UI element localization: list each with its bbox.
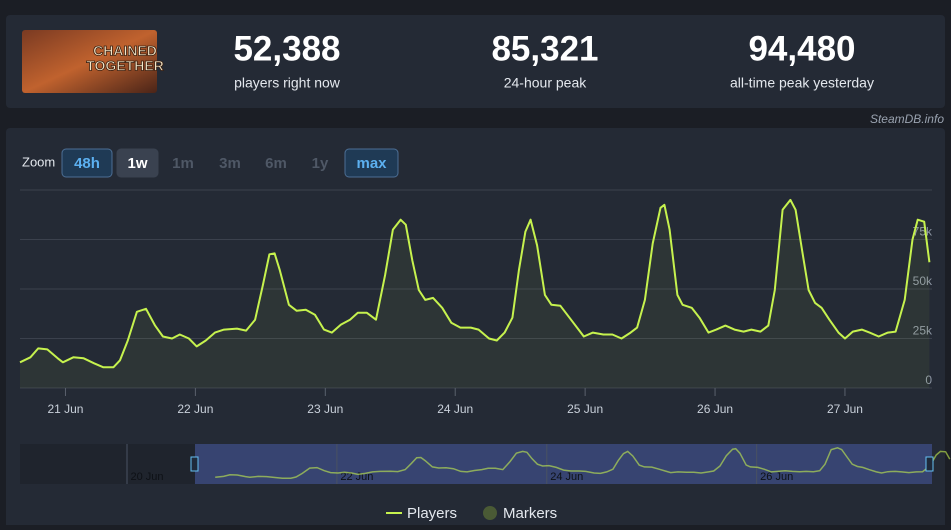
- navigator-line: [215, 447, 951, 479]
- zoom-button-label[interactable]: 3m: [219, 155, 241, 172]
- zoom-button[interactable]: [61, 148, 113, 178]
- navigator-handle[interactable]: [190, 456, 199, 472]
- zoom-button-label[interactable]: 6m: [265, 155, 287, 172]
- x-tick-label: 23 Jun: [307, 402, 343, 416]
- stat-value: 52,388: [233, 29, 340, 68]
- stat-label: 24-hour peak: [504, 75, 588, 91]
- x-tick-label: 27 Jun: [827, 402, 863, 416]
- y-tick-label: 0: [925, 373, 932, 387]
- navigator-handle[interactable]: [925, 456, 934, 472]
- area: [20, 199, 930, 388]
- logo-text: CHAINED: [93, 43, 157, 59]
- x-tick-label: 24 Jun: [437, 402, 473, 416]
- line: [19, 198, 931, 369]
- x-tick-label: 21 Jun: [47, 402, 83, 416]
- zoom-button[interactable]: [116, 148, 159, 178]
- stat-label: all-time peak yesterday: [730, 75, 874, 91]
- zoom-button-label[interactable]: 1m: [172, 155, 194, 172]
- navigator-selection[interactable]: [195, 444, 932, 484]
- game-image: [22, 30, 157, 93]
- y-tick-label: 25k: [913, 324, 933, 338]
- zoom-button-label[interactable]: 1w: [127, 155, 147, 172]
- legend-label[interactable]: Players: [407, 505, 457, 522]
- y-tick-label: 75k: [913, 225, 933, 239]
- zoom-button-label[interactable]: max: [356, 155, 387, 172]
- x-tick-label: 25 Jun: [567, 402, 603, 416]
- x-tick-label: 26 Jun: [697, 402, 733, 416]
- zoom-button[interactable]: [344, 148, 399, 178]
- stats-panel: [6, 15, 945, 108]
- stat-value: 85,321: [491, 29, 598, 68]
- logo-text: TOGETHER: [86, 58, 164, 74]
- legend-swatch[interactable]: [483, 506, 497, 520]
- zoom-button-label[interactable]: 1y: [312, 155, 329, 172]
- x-tick-label: 22 Jun: [177, 402, 213, 416]
- navigator-tick-label: 24 Jun: [550, 471, 583, 483]
- zoom-button-label[interactable]: 48h: [74, 155, 100, 172]
- navigator-tick-label: 20 Jun: [130, 471, 163, 483]
- watermark[interactable]: SteamDB.info: [870, 112, 944, 126]
- stat-value: 94,480: [748, 29, 855, 68]
- zoom-label: Zoom: [22, 154, 55, 169]
- stat-label: players right now: [234, 75, 341, 91]
- legend-label[interactable]: Markers: [503, 505, 557, 522]
- navigator-tick-label: 26 Jun: [760, 471, 793, 483]
- y-tick-label: 50k: [913, 274, 933, 288]
